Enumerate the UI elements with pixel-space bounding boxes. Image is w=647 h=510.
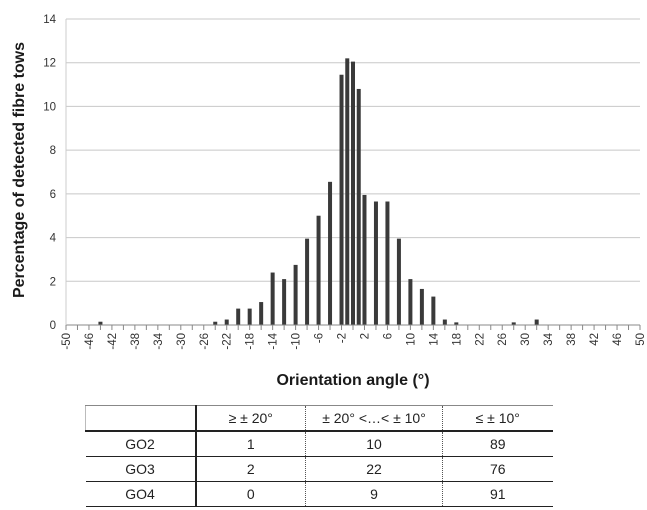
axes [65, 19, 641, 330]
x-tick-label: -42 [107, 333, 119, 350]
table-cell: 22 [305, 456, 443, 482]
table-row: GO4 0 9 91 [85, 481, 553, 507]
x-tick-label: -14 [268, 332, 280, 349]
x-tick-label: 22 [474, 333, 486, 346]
bar [345, 58, 350, 325]
bar [293, 264, 298, 325]
bar [328, 181, 333, 325]
y-tick-label: 12 [43, 58, 56, 70]
bar [247, 308, 252, 325]
bar [408, 279, 413, 325]
x-tick-label: -22 [222, 333, 234, 350]
x-tick-label: -46 [84, 333, 96, 350]
summary-table: ≥ ± 20° ± 20° <…< ± 10° ≤ ± 10° GO2 1 10… [85, 405, 553, 507]
bars [98, 58, 539, 325]
x-tick-label: 2 [359, 333, 371, 339]
bar [316, 215, 321, 325]
x-tick-label: 46 [612, 333, 624, 346]
bar [259, 302, 264, 325]
table-corner-cell [85, 405, 197, 432]
bar [362, 194, 367, 325]
x-tick-label: -18 [245, 333, 257, 350]
x-tick-label: -38 [130, 333, 142, 350]
bar [282, 279, 287, 325]
row-label: GO4 [85, 481, 197, 507]
bar [224, 319, 229, 325]
x-tick-label: 14 [428, 332, 440, 345]
x-tick-label: -50 [61, 333, 73, 350]
bar [213, 321, 218, 325]
bar [236, 308, 241, 325]
bar [442, 319, 447, 325]
x-tick-label: 26 [497, 333, 509, 346]
y-tick-label: 4 [50, 233, 57, 245]
x-tick-label: 42 [589, 333, 601, 346]
x-tick-label: -26 [199, 333, 211, 350]
x-tick-label: 10 [405, 333, 417, 346]
bar [339, 74, 344, 325]
table-cell: 89 [442, 431, 553, 457]
header-between-20-10: ± 20° <…< ± 10° [305, 405, 443, 432]
x-tick-label: 30 [520, 333, 532, 346]
table-row: GO3 2 22 76 [85, 456, 553, 482]
bar [98, 321, 103, 325]
x-tick-label: 50 [635, 333, 647, 346]
x-tick-label: 6 [382, 333, 394, 339]
y-tick-label: 2 [50, 276, 56, 288]
table-cell: 1 [195, 431, 306, 457]
bar [270, 272, 275, 325]
bar [305, 238, 310, 325]
header-ge-20: ≥ ± 20° [195, 405, 306, 432]
bar [396, 238, 401, 325]
bar [356, 88, 361, 325]
bar [534, 319, 539, 325]
y-tick-label: 10 [43, 101, 56, 113]
bar [454, 322, 459, 325]
table-cell: 10 [305, 431, 443, 457]
bar [351, 61, 355, 325]
table-row: GO2 1 10 89 [85, 431, 553, 457]
row-label: GO3 [85, 456, 197, 482]
x-tick-labels: -50 -46 -42 -38 -34 -30 -26 -22 -18 -14 -10 -6 -2 2 6 1… [61, 332, 647, 349]
y-tick-labels: 0 2 4 6 8 10 12 14 [43, 14, 56, 332]
x-tick-label: -6 [314, 333, 326, 343]
y-tick-label: 6 [50, 189, 56, 201]
x-tick-label: 18 [451, 333, 463, 346]
bar [431, 296, 436, 325]
table-cell: 2 [195, 456, 306, 482]
y-tick-label: 14 [43, 14, 56, 26]
row-label: GO2 [85, 431, 197, 457]
y-axis-label: Percentage of detected fibre tows [11, 42, 28, 298]
y-tick-label: 8 [50, 145, 56, 157]
table-cell: 9 [305, 481, 443, 507]
table-header-row: ≥ ± 20° ± 20° <…< ± 10° ≤ ± 10° [85, 405, 553, 432]
table-cell: 91 [442, 481, 553, 507]
x-tick-label: -10 [291, 333, 303, 350]
x-axis-label: Orientation angle (°) [276, 372, 429, 389]
bar [511, 322, 516, 325]
bar [373, 201, 378, 325]
x-tick-label: -34 [153, 332, 165, 349]
x-tick-label: 34 [543, 332, 555, 345]
table-cell: 76 [442, 456, 553, 482]
bar [419, 288, 424, 325]
x-tick-label: -30 [176, 333, 188, 350]
bar [385, 201, 390, 325]
x-tick-label: -2 [337, 333, 349, 343]
table-cell: 0 [195, 481, 306, 507]
header-le-10: ≤ ± 10° [442, 405, 553, 432]
x-tick-label: 38 [566, 333, 578, 346]
y-tick-label: 0 [50, 320, 56, 332]
